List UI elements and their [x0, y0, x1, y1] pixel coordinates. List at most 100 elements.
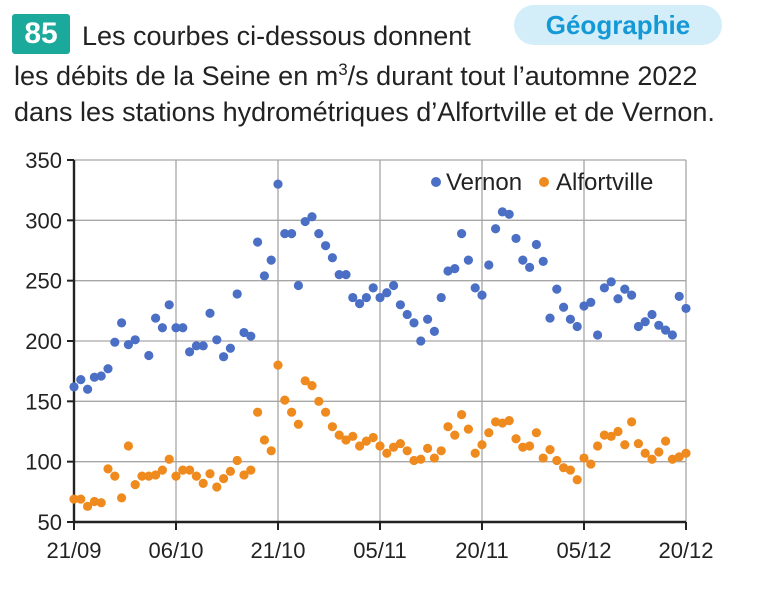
subject-tag: Géographie — [514, 5, 722, 45]
data-point-vernon — [83, 384, 93, 394]
data-point-vernon — [341, 270, 351, 280]
data-point-vernon — [307, 212, 317, 222]
data-point-vernon — [382, 288, 392, 298]
data-point-alfortville — [341, 435, 351, 445]
data-point-alfortville — [225, 466, 235, 476]
chart-tick-labels: 50 100 150 200 250 300 350 21/09 06/10 21/10 05/11… — [25, 148, 713, 563]
statement-line-2-end: /s durant tout l’automne 2022 — [347, 61, 698, 91]
data-point-vernon — [225, 343, 235, 353]
data-point-vernon — [409, 318, 419, 328]
data-point-alfortville — [355, 441, 365, 451]
data-point-alfortville — [246, 465, 256, 475]
data-point-vernon — [259, 271, 269, 281]
data-point-alfortville — [518, 442, 528, 452]
data-point-vernon — [654, 320, 664, 330]
data-point-alfortville — [429, 453, 439, 463]
data-point-alfortville — [280, 395, 290, 405]
data-point-alfortville — [307, 381, 317, 391]
data-point-alfortville — [137, 471, 147, 481]
data-point-vernon — [232, 289, 242, 299]
data-point-vernon — [504, 209, 514, 219]
data-point-vernon — [627, 290, 637, 300]
data-point-alfortville — [511, 434, 521, 444]
data-point-vernon — [321, 241, 331, 251]
data-point-vernon — [531, 239, 542, 250]
data-point-vernon — [450, 264, 460, 274]
data-point-alfortville — [117, 493, 127, 503]
data-point-vernon — [334, 270, 344, 280]
data-point-alfortville — [552, 455, 562, 466]
data-point-alfortville — [402, 446, 412, 456]
data-point-vernon — [538, 256, 548, 266]
data-point-alfortville — [83, 501, 93, 511]
data-point-alfortville — [463, 424, 473, 434]
data-point-alfortville — [382, 448, 392, 458]
data-point-vernon — [457, 229, 467, 239]
chart-axes — [67, 159, 687, 530]
data-point-vernon — [164, 300, 174, 310]
data-point-alfortville — [572, 475, 582, 485]
data-point-alfortville — [361, 436, 371, 446]
statement-line-1: Les courbes ci-dessous donnent — [82, 21, 471, 51]
data-point-vernon — [511, 233, 521, 244]
data-point-vernon — [647, 309, 657, 320]
data-point-vernon — [157, 323, 167, 333]
data-point-alfortville — [661, 436, 671, 446]
chart-points — [69, 179, 691, 511]
data-point-vernon — [661, 325, 671, 335]
data-point-vernon — [348, 292, 358, 303]
data-point-vernon — [178, 323, 188, 333]
data-point-vernon — [266, 255, 276, 265]
data-point-alfortville — [151, 470, 161, 480]
data-point-alfortville — [259, 435, 269, 445]
data-point-vernon — [375, 292, 385, 303]
data-point-vernon — [545, 313, 555, 323]
data-point-alfortville — [69, 494, 79, 504]
data-point-vernon — [565, 314, 576, 324]
y-tick-label: 250 — [25, 269, 62, 294]
data-point-vernon — [253, 237, 263, 247]
data-point-vernon — [69, 382, 79, 392]
data-point-vernon — [633, 321, 644, 332]
data-point-alfortville — [198, 478, 208, 488]
data-point-alfortville — [273, 360, 283, 370]
data-point-alfortville — [504, 416, 514, 426]
x-tick-label: 05/11 — [353, 538, 406, 563]
data-point-alfortville — [491, 417, 501, 427]
y-tick-label: 300 — [25, 208, 62, 233]
data-point-alfortville — [76, 494, 86, 504]
y-tick-label: 100 — [25, 450, 62, 475]
data-point-alfortville — [613, 426, 623, 437]
data-point-vernon — [525, 262, 535, 272]
data-point-vernon — [552, 284, 562, 294]
legend-label-alfortville: Alfortville — [556, 169, 653, 196]
chart-legend: Vernon Alfortville — [431, 169, 653, 196]
data-point-alfortville — [416, 454, 426, 464]
data-point-vernon — [389, 280, 399, 291]
data-point-vernon — [586, 297, 596, 307]
data-point-vernon — [423, 314, 433, 324]
data-point-vernon — [620, 284, 630, 294]
data-point-alfortville — [123, 441, 133, 451]
data-point-alfortville — [219, 473, 229, 484]
data-point-alfortville — [375, 441, 385, 451]
y-tick-label: 50 — [38, 510, 62, 535]
unit-exponent: 3 — [338, 60, 348, 79]
data-point-alfortville — [640, 448, 650, 458]
data-point-vernon — [300, 216, 310, 227]
data-point-alfortville — [103, 464, 113, 474]
data-point-alfortville — [409, 455, 419, 466]
y-tick-label: 200 — [25, 329, 62, 354]
data-point-alfortville — [171, 471, 181, 481]
data-point-alfortville — [484, 428, 494, 438]
data-point-vernon — [518, 255, 528, 265]
data-point-vernon — [572, 321, 582, 332]
data-point-vernon — [171, 323, 181, 333]
data-point-alfortville — [443, 422, 453, 432]
data-point-alfortville — [620, 440, 630, 450]
data-point-alfortville — [579, 453, 589, 463]
data-point-vernon — [205, 308, 215, 318]
data-point-vernon — [273, 179, 283, 189]
chart-grid — [74, 159, 687, 522]
data-point-vernon — [559, 302, 569, 312]
